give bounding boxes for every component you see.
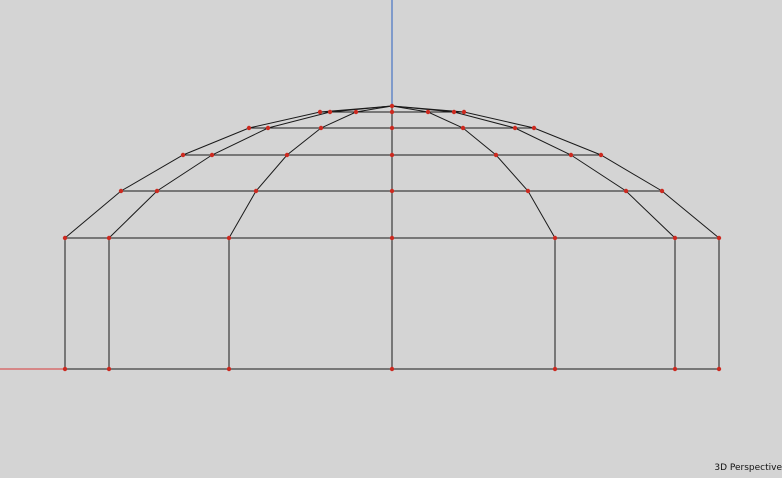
vertex-point[interactable] <box>389 366 395 372</box>
vertex-point[interactable] <box>425 109 431 115</box>
vertex-point[interactable] <box>106 235 112 241</box>
vertex-point[interactable] <box>62 235 68 241</box>
vertex-point[interactable] <box>284 152 290 158</box>
vertex-point[interactable] <box>623 188 629 194</box>
vertex-point[interactable] <box>389 188 395 194</box>
vertex-point[interactable] <box>716 235 722 241</box>
vertex-point[interactable] <box>118 188 124 194</box>
vertex-point[interactable] <box>246 125 252 131</box>
vertex-point[interactable] <box>62 366 68 372</box>
vertex-point[interactable] <box>226 235 232 241</box>
vertex-point[interactable] <box>552 366 558 372</box>
vertex-point[interactable] <box>659 188 665 194</box>
vertex-point[interactable] <box>389 103 395 109</box>
vertex-point[interactable] <box>451 109 457 115</box>
axes-group <box>0 0 393 370</box>
wireframe-vertices[interactable] <box>62 103 722 372</box>
vertex-point[interactable] <box>512 125 518 131</box>
vertex-point[interactable] <box>318 125 324 131</box>
vertex-point[interactable] <box>154 188 160 194</box>
vertex-point[interactable] <box>525 188 531 194</box>
vertex-point[interactable] <box>389 235 395 241</box>
vertex-point[interactable] <box>461 109 467 115</box>
vertex-point[interactable] <box>389 109 395 115</box>
vertex-point[interactable] <box>106 366 112 372</box>
vertex-point[interactable] <box>317 109 323 115</box>
vertex-point[interactable] <box>493 152 499 158</box>
vertex-point[interactable] <box>552 235 558 241</box>
vertex-point[interactable] <box>460 125 466 131</box>
vertex-point[interactable] <box>672 235 678 241</box>
vertex-point[interactable] <box>209 152 215 158</box>
vertex-point[interactable] <box>226 366 232 372</box>
vertex-point[interactable] <box>672 366 678 372</box>
vertex-point[interactable] <box>253 188 259 194</box>
vertex-point[interactable] <box>531 125 537 131</box>
vertex-point[interactable] <box>598 152 604 158</box>
vertex-point[interactable] <box>353 109 359 115</box>
vertex-point[interactable] <box>327 109 333 115</box>
view-mode-label: 3D Perspective <box>714 463 782 473</box>
vertex-point[interactable] <box>389 125 395 131</box>
vertex-point[interactable] <box>265 125 271 131</box>
vertex-point[interactable] <box>568 152 574 158</box>
vertex-point[interactable] <box>180 152 186 158</box>
vertex-point[interactable] <box>389 152 395 158</box>
vertex-point[interactable] <box>716 366 722 372</box>
